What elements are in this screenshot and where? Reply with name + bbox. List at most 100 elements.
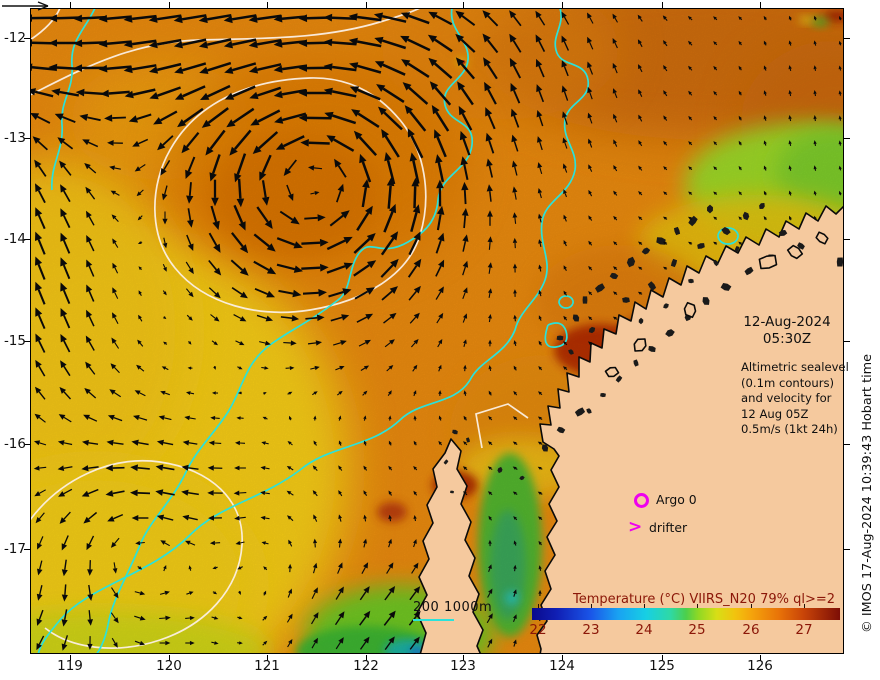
- velocity-arrow: [313, 514, 318, 522]
- velocity-arrow: [337, 538, 343, 548]
- velocity-arrow: [513, 390, 518, 396]
- velocity-arrow: [305, 314, 325, 322]
- velocity-arrow: [407, 258, 422, 278]
- argo-legend-label: Argo 0: [656, 492, 697, 507]
- info-line: (0.1m contours): [741, 375, 835, 390]
- island: [688, 278, 694, 284]
- velocity-arrow: [323, 87, 357, 98]
- velocity-arrow: [30, 113, 51, 124]
- velocity-arrow: [838, 165, 842, 171]
- island: [670, 258, 678, 268]
- velocity-arrow: [186, 591, 194, 595]
- island: [641, 247, 651, 255]
- velocity-arrow: [438, 390, 442, 396]
- velocity-arrow: [487, 236, 493, 250]
- velocity-arrow: [34, 440, 47, 446]
- velocity-arrow: [60, 282, 71, 304]
- velocity-arrow: [35, 512, 45, 524]
- velocity-arrow: [402, 82, 429, 105]
- velocity-arrow: [412, 364, 418, 372]
- velocity-arrow: [174, 85, 206, 100]
- x-tick-mark: [267, 655, 269, 661]
- velocity-arrow: [112, 312, 119, 325]
- velocity-arrow: [60, 334, 71, 353]
- velocity-arrow: [428, 57, 453, 80]
- velocity-arrow: [60, 360, 71, 377]
- velocity-arrow: [334, 158, 347, 178]
- velocity-arrow: [587, 86, 593, 100]
- x-tick-mark: [562, 655, 564, 661]
- velocity-arrow: [57, 440, 73, 446]
- island: [673, 226, 681, 236]
- island: [742, 211, 750, 221]
- island: [609, 272, 619, 280]
- velocity-arrow: [487, 491, 493, 496]
- velocity-arrow: [438, 440, 443, 446]
- velocity-arrow: [212, 566, 218, 570]
- velocity-arrow: [160, 160, 171, 176]
- velocity-arrow: [223, 14, 257, 24]
- velocity-arrow: [211, 616, 219, 620]
- velocity-arrow: [185, 540, 196, 546]
- velocity-arrow: [149, 62, 182, 74]
- velocity-arrow: [33, 465, 47, 471]
- velocity-arrow: [35, 359, 46, 377]
- velocity-arrow: [187, 208, 194, 228]
- velocity-arrow: [663, 191, 668, 196]
- velocity-arrow: [301, 238, 329, 247]
- velocity-arrow: [338, 415, 342, 421]
- colorbar-tick-label: 24: [635, 622, 653, 638]
- velocity-arrow: [688, 191, 693, 195]
- velocity-arrow: [487, 262, 493, 274]
- velocity-arrow: [231, 232, 249, 254]
- velocity-arrow: [408, 231, 421, 256]
- velocity-arrow: [235, 540, 245, 545]
- velocity-arrow: [435, 154, 445, 183]
- velocity-arrow: [111, 337, 120, 349]
- velocity-arrow: [208, 232, 221, 253]
- velocity-arrow: [612, 88, 618, 99]
- velocity-arrow: [763, 190, 767, 196]
- colorbar-tick-mark: [751, 604, 753, 608]
- velocity-arrow: [81, 488, 99, 497]
- velocity-arrow: [273, 64, 307, 73]
- velocity-arrow: [612, 13, 618, 23]
- velocity-arrow: [588, 291, 593, 296]
- velocity-arrow: [35, 256, 46, 280]
- velocity-arrow: [538, 264, 542, 272]
- velocity-arrow: [35, 207, 46, 230]
- y-tick-label: -16: [3, 436, 26, 452]
- velocity-arrow: [252, 131, 279, 154]
- velocity-arrow: [638, 191, 643, 196]
- velocity-arrow: [376, 84, 405, 103]
- velocity-arrow: [107, 513, 124, 522]
- velocity-arrow: [482, 33, 499, 54]
- velocity-arrow: [275, 135, 305, 150]
- velocity-arrow: [285, 366, 295, 371]
- velocity-arrow: [538, 366, 543, 371]
- velocity-arrow: [838, 65, 842, 71]
- velocity-arrow: [259, 154, 272, 181]
- velocity-arrow: [588, 265, 593, 271]
- velocity-arrow: [85, 335, 95, 351]
- land-coastline: [416, 203, 844, 654]
- velocity-arrow: [250, 109, 281, 126]
- velocity-arrow: [455, 33, 476, 53]
- velocity-arrow: [135, 540, 145, 546]
- velocity-arrow: [838, 190, 842, 196]
- velocity-arrow: [61, 584, 68, 602]
- velocity-arrow: [713, 41, 718, 46]
- velocity-arrow: [185, 288, 194, 298]
- velocity-arrow: [335, 365, 345, 371]
- x-tick-mark: [463, 655, 465, 661]
- velocity-arrow: [763, 40, 767, 46]
- velocity-arrow: [612, 62, 618, 74]
- velocity-arrow: [613, 113, 618, 123]
- velocity-arrow: [455, 57, 476, 80]
- velocity-arrow: [187, 366, 193, 370]
- velocity-arrow: [588, 189, 593, 197]
- velocity-arrow: [329, 210, 350, 227]
- velocity-arrow: [156, 514, 174, 521]
- velocity-arrow: [788, 165, 792, 171]
- velocity-arrow: [211, 641, 219, 645]
